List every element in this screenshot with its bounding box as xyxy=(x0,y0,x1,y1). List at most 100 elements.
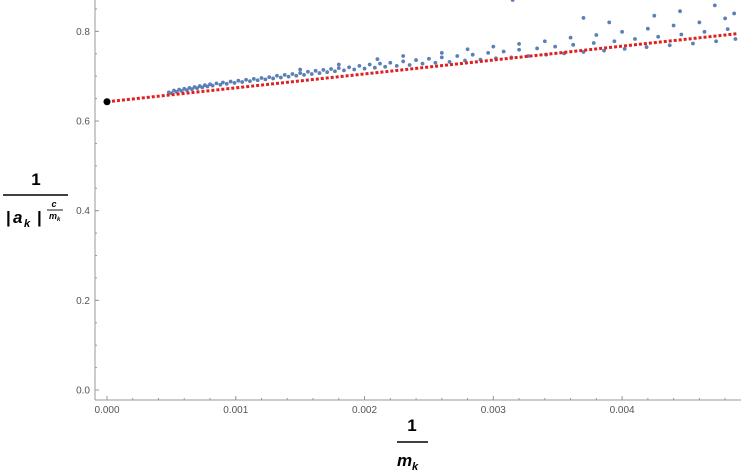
x-label-subscript: k xyxy=(412,461,419,471)
scatter-point xyxy=(581,16,586,20)
scatter-point xyxy=(671,23,676,28)
scatter-point xyxy=(336,62,341,67)
scatter-point xyxy=(542,39,547,44)
scatter-point xyxy=(336,66,341,71)
scatter-point xyxy=(228,79,233,84)
scatter-point xyxy=(278,75,283,80)
scatter-point xyxy=(667,43,672,48)
scatter-point xyxy=(622,46,627,51)
scatter-point xyxy=(286,74,291,79)
scatter-point xyxy=(224,81,229,86)
scatter-point xyxy=(200,85,205,90)
scatter-point xyxy=(733,37,738,41)
scatter-point xyxy=(317,71,322,75)
x-tick-label: 0.001 xyxy=(223,405,248,416)
scatter-point xyxy=(347,65,351,70)
scatter-point xyxy=(375,57,380,62)
scatter-point xyxy=(455,54,460,58)
scatter-point xyxy=(352,67,357,72)
scatter-point xyxy=(184,88,189,93)
scatter-point xyxy=(401,54,406,58)
scatter-point xyxy=(259,76,264,80)
scatter-point xyxy=(427,56,431,61)
scatter-point xyxy=(633,37,637,41)
scatter-point xyxy=(725,27,730,32)
scatter-point xyxy=(656,34,661,39)
scatter-point xyxy=(190,87,194,92)
scatter-point xyxy=(486,50,491,55)
scatter-point xyxy=(232,81,237,85)
x-axis-label: 1 m k xyxy=(397,416,428,471)
scatter-point xyxy=(248,79,252,84)
intercept-point xyxy=(103,98,111,106)
scatter-point xyxy=(388,60,393,65)
scatter-point xyxy=(433,60,438,65)
scatter-point xyxy=(620,29,625,34)
fit-line xyxy=(106,32,739,104)
scatter-point xyxy=(251,76,256,81)
scatter-point xyxy=(383,64,388,69)
scatter-point xyxy=(394,63,399,68)
scatter-point xyxy=(342,68,346,73)
scatter-point xyxy=(510,0,515,2)
scatter-point xyxy=(220,80,225,85)
scatter-point xyxy=(236,78,241,83)
scatter-point xyxy=(298,67,303,72)
scatter-point xyxy=(271,76,276,81)
scatter-point xyxy=(501,49,506,54)
x-ticks: 0.000 0.001 0.002 0.003 0.004 xyxy=(94,396,726,416)
scatter-point xyxy=(517,47,521,52)
scatter-point xyxy=(678,9,682,14)
scatter-points xyxy=(166,0,738,96)
scatter-point xyxy=(644,45,649,49)
scatter-point xyxy=(702,29,707,34)
x-tick-label: 0.000 xyxy=(94,405,119,416)
scatter-point xyxy=(607,20,612,25)
scatter-point xyxy=(313,68,318,73)
x-label-base: m xyxy=(397,451,412,470)
scatter-point xyxy=(325,70,330,75)
y-label-exp-numerator: c xyxy=(51,199,56,209)
scatter-point xyxy=(553,44,558,49)
y-label-exp-den-base: m xyxy=(49,211,57,221)
y-tick-label: 0.4 xyxy=(76,206,90,217)
scatter-point xyxy=(439,50,444,55)
scatter-point xyxy=(571,42,576,47)
scatter-point xyxy=(470,52,475,57)
scatter-point xyxy=(214,81,219,86)
scatter-point xyxy=(378,61,382,66)
scatter-point xyxy=(420,61,425,66)
scatter-point xyxy=(263,77,268,82)
scatter-point xyxy=(697,20,702,25)
scatter-point xyxy=(465,47,470,52)
scatter-point xyxy=(439,55,444,60)
scatter-point xyxy=(294,73,299,78)
scatter-point xyxy=(218,82,223,87)
scatter-point xyxy=(535,46,540,51)
scatter-point xyxy=(179,89,184,93)
scatter-point xyxy=(255,78,260,83)
scatter-point xyxy=(517,42,521,46)
scatter-point xyxy=(414,58,418,62)
scatter-point xyxy=(309,72,314,76)
x-tick-label: 0.004 xyxy=(610,405,635,416)
y-label-subscript: k xyxy=(24,218,31,230)
scatter-point xyxy=(357,63,362,68)
y-tick-label: 0.0 xyxy=(76,386,90,397)
scatter-point xyxy=(362,66,367,71)
scatter-point xyxy=(568,35,573,40)
scatter-point xyxy=(723,16,728,21)
scatter-point xyxy=(367,62,372,67)
scatter-point xyxy=(302,72,306,77)
scatter-point xyxy=(691,41,695,46)
scatter-point xyxy=(714,39,719,44)
y-tick-label: 0.6 xyxy=(76,117,90,128)
y-ticks: 0.0 0.2 0.4 0.6 0.8 xyxy=(76,8,99,397)
scatter-point xyxy=(594,33,599,37)
x-label-numerator: 1 xyxy=(407,416,416,435)
scatter-point xyxy=(205,84,210,89)
scatter-point xyxy=(275,73,279,78)
y-label-abs-left: | xyxy=(6,208,11,227)
scatter-point xyxy=(491,44,496,49)
